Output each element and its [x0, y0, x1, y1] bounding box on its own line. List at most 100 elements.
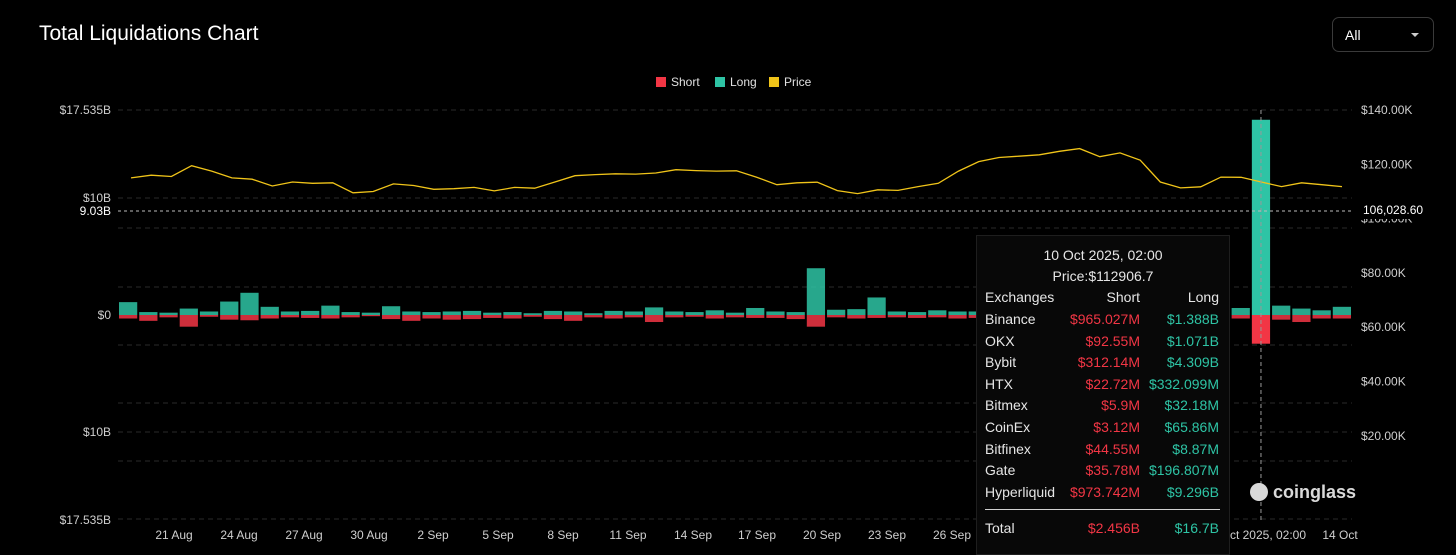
short-bar [786, 315, 805, 320]
short-bar [746, 315, 765, 318]
short-bar [584, 315, 603, 318]
long-bar [361, 312, 380, 315]
x-tick-label: 2 Sep [417, 528, 449, 542]
short-bar [139, 315, 158, 321]
y-right-tick-label: $40.00K [1361, 375, 1406, 389]
long-bar [685, 312, 704, 315]
long-bar [301, 310, 320, 315]
short-bar [564, 315, 583, 321]
short-bar [928, 315, 947, 318]
tooltip-header-short: Short [1106, 289, 1140, 305]
long-bar [746, 307, 765, 315]
long-bar [1231, 307, 1250, 315]
long-bar [341, 312, 360, 315]
short-bar [1231, 315, 1250, 319]
tooltip-short-value: $22.72M [1085, 375, 1140, 392]
short-bar [827, 315, 846, 318]
short-bar [442, 315, 461, 320]
tooltip-divider [985, 509, 1220, 510]
tooltip-exchange-row: OKX $92.55M $1.071B [985, 333, 1219, 353]
x-tick-label: 26 Sep [933, 528, 971, 542]
x-tick-label: 23 Sep [868, 528, 906, 542]
x-tick-label: 27 Aug [285, 528, 322, 542]
short-bar [119, 315, 138, 319]
tooltip-exchange-name: Bitfinex [985, 440, 1031, 457]
y-right-tick-label: $140.00K [1361, 103, 1412, 117]
short-bar [381, 315, 401, 320]
short-bar [624, 315, 643, 318]
long-bar [119, 302, 138, 315]
long-bar [665, 311, 684, 315]
short-bar [1292, 315, 1311, 323]
short-bar [483, 315, 502, 318]
long-bar [1312, 310, 1331, 315]
tooltip-exchange-row: CoinEx $3.12M $65.86M [985, 419, 1219, 439]
short-bar [766, 315, 785, 318]
tooltip-date: 10 Oct 2025, 02:00 [1043, 247, 1163, 263]
short-bar [220, 315, 239, 320]
x-tick-label: 21 Aug [155, 528, 192, 542]
long-bar [260, 306, 279, 315]
tooltip-exchange-name: Gate [985, 462, 1016, 479]
x-tick-label: 20 Sep [803, 528, 841, 542]
tooltip-exchange-name: CoinEx [985, 419, 1031, 435]
tooltip-total-row: Total $2.456B $16.7B [985, 520, 1219, 540]
tooltip-short-value: $35.78M [1085, 462, 1140, 479]
long-bar [584, 313, 603, 315]
long-bar [624, 311, 643, 315]
long-bar [220, 301, 239, 315]
short-bar [685, 315, 704, 317]
tooltip-exchange-row: Hyperliquid $973.742M $9.296B [985, 484, 1219, 504]
range-select[interactable]: All [1332, 17, 1434, 52]
tooltip-exchange-row: Gate $35.78M $196.807M [985, 462, 1219, 482]
tooltip-long-value: $9.296B [1166, 483, 1219, 500]
long-bar [179, 308, 198, 315]
tooltip-short-value: $44.55M [1085, 440, 1140, 457]
short-bar [847, 315, 866, 319]
short-bar [462, 315, 482, 320]
long-bar [483, 312, 502, 315]
crosshair-right-label-bg [1354, 201, 1456, 219]
long-bar [1332, 306, 1351, 315]
y-left-tick-label: $0 [98, 308, 112, 322]
short-bar [402, 315, 421, 321]
tooltip-total-long: $16.7B [1174, 520, 1219, 536]
long-bar [948, 311, 967, 315]
y-left-tick-label: $10B [83, 191, 111, 205]
short-bar [665, 315, 684, 318]
tooltip-long-value: $332.099M [1148, 375, 1219, 392]
long-bar [725, 312, 745, 315]
tooltip-exchange-row: Bitfinex $44.55M $8.87M [985, 441, 1219, 461]
range-select-value: All [1345, 27, 1361, 43]
legend-swatch [715, 77, 725, 87]
long-bar [806, 268, 826, 315]
tooltip-short-value: $973.742M [1069, 483, 1140, 500]
chart-tooltip: 10 Oct 2025, 02:00 Price:$112906.7 Excha… [976, 235, 1230, 555]
x-tick-label: 11 Sep [609, 528, 646, 542]
legend-label: Long [730, 75, 757, 89]
long-bar [402, 311, 421, 315]
long-bar [928, 310, 947, 315]
watermark-text: coinglass [1273, 482, 1357, 502]
short-bar [523, 315, 542, 317]
tooltip-long-value: $4.309B [1166, 354, 1219, 371]
long-bar [705, 310, 724, 315]
tooltip-header-row: Exchanges Short Long [985, 289, 1219, 309]
long-bar [867, 297, 886, 315]
short-bar [604, 315, 623, 319]
long-bar [462, 310, 482, 315]
short-bar [705, 315, 724, 319]
y-right-tick-label: $60.00K [1361, 320, 1406, 334]
long-bar [321, 305, 340, 315]
short-bar [301, 315, 320, 318]
short-bar [260, 315, 279, 319]
tooltip-exchange-row: Bitmex $5.9M $32.18M [985, 397, 1219, 417]
long-bar [907, 312, 927, 315]
short-bar [159, 315, 178, 318]
legend-label: Short [671, 75, 700, 89]
tooltip-exchange-name: Binance [985, 311, 1036, 327]
tooltip-long-value: $1.071B [1166, 332, 1219, 349]
tooltip-header-exchange: Exchanges [985, 289, 1055, 305]
long-bar [766, 311, 785, 315]
